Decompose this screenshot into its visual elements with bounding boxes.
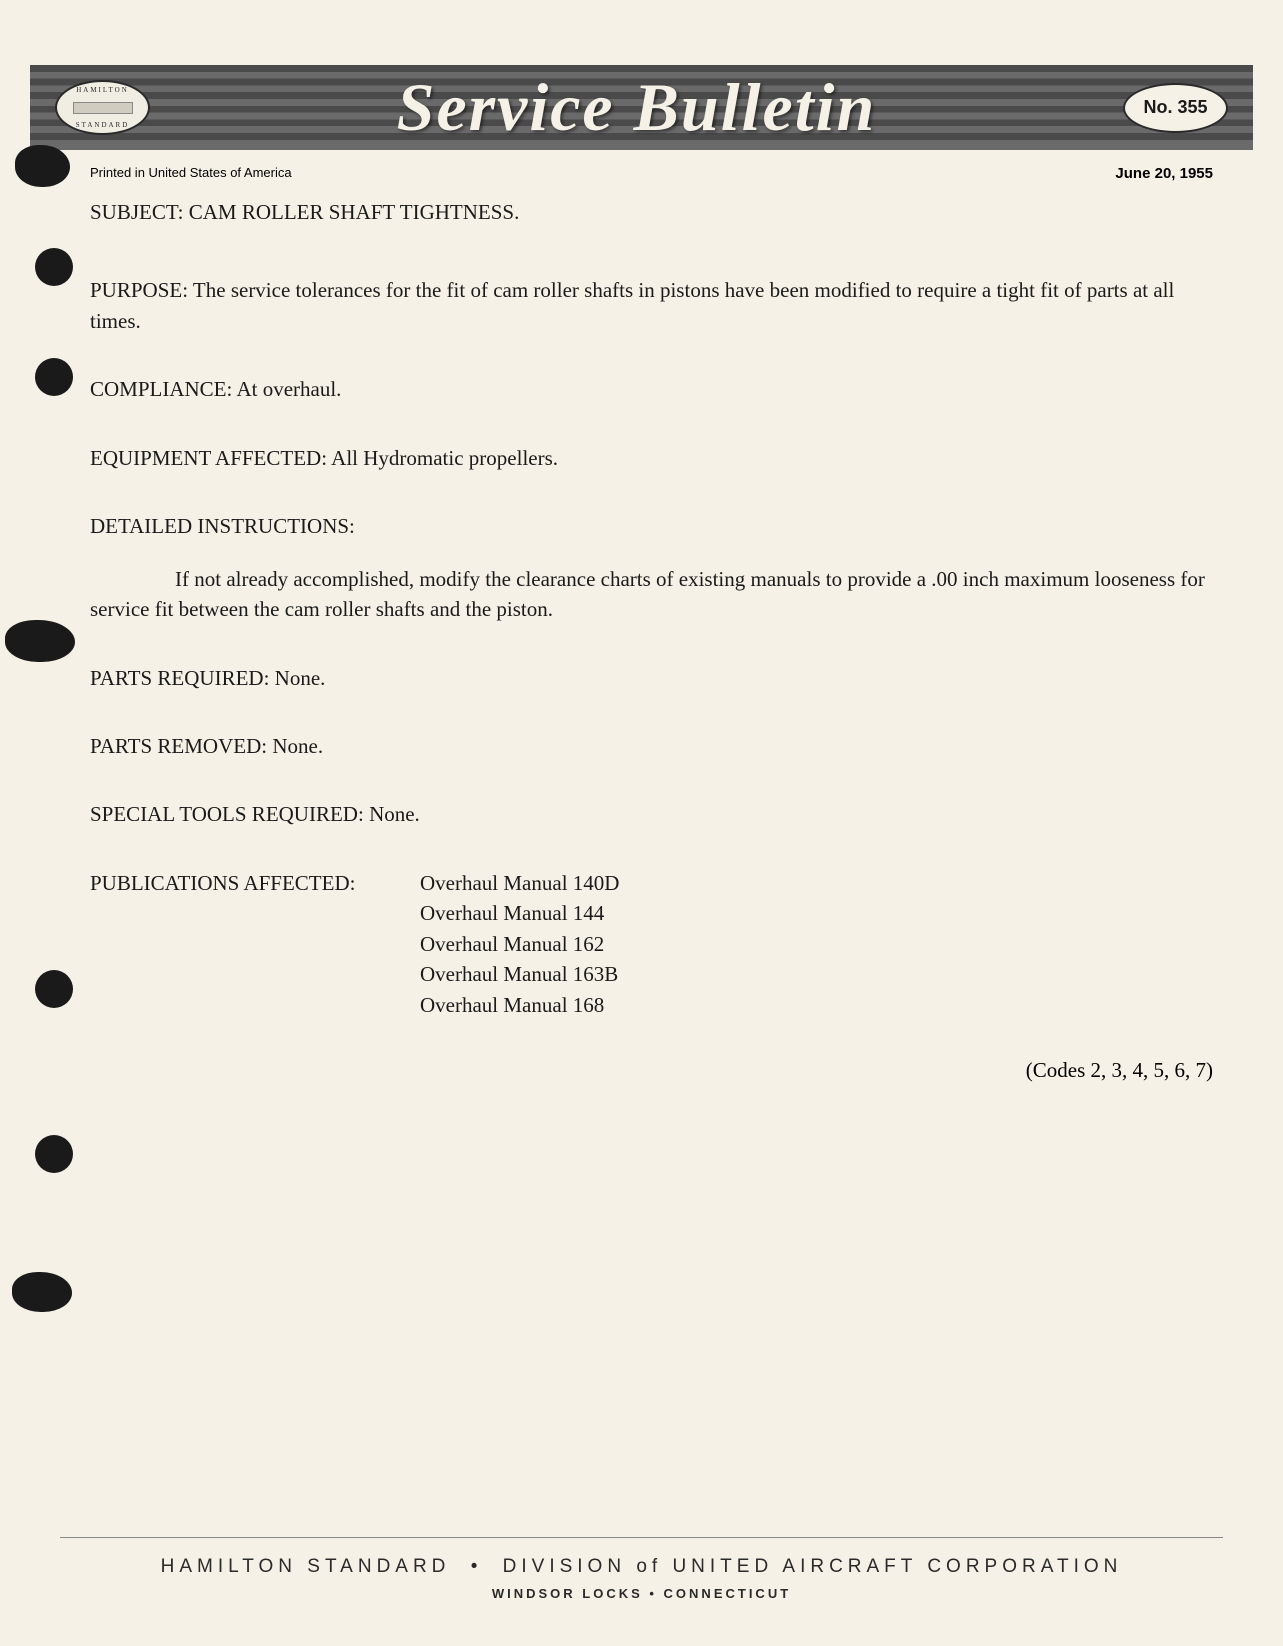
punch-hole	[35, 970, 73, 1008]
footer-location: WINDSOR LOCKS • CONNECTICUT	[0, 1586, 1283, 1601]
instructions-text: If not already accomplished, modify the …	[90, 564, 1213, 625]
hamilton-standard-logo: HAMILTON STANDARD	[55, 80, 150, 135]
parts-removed-label: PARTS REMOVED:	[90, 734, 267, 758]
header-band: HAMILTON STANDARD Service Bulletin No. 3…	[30, 65, 1253, 150]
purpose-text: The service tolerances for the fit of ca…	[90, 278, 1174, 332]
punch-hole	[5, 620, 75, 662]
logo-top-text: HAMILTON	[76, 86, 129, 94]
equipment-section: EQUIPMENT AFFECTED: All Hydromatic prope…	[90, 443, 1213, 473]
punch-hole	[15, 145, 70, 187]
codes-text: (Codes 2, 3, 4, 5, 6, 7)	[90, 1058, 1213, 1083]
instructions-label: DETAILED INSTRUCTIONS:	[90, 511, 1213, 541]
footer-company: HAMILTON STANDARD • DIVISION of UNITED A…	[0, 1556, 1283, 1578]
punch-hole	[35, 248, 73, 286]
printed-text: Printed in United States of America	[90, 165, 292, 182]
document-page: HAMILTON STANDARD Service Bulletin No. 3…	[0, 0, 1283, 1646]
punch-hole	[35, 358, 73, 396]
footer-divider	[60, 1537, 1223, 1538]
footer-dot-icon: •	[471, 1556, 483, 1577]
compliance-label: COMPLIANCE:	[90, 377, 232, 401]
publication-item: Overhaul Manual 168	[420, 990, 619, 1020]
parts-required-section: PARTS REQUIRED: None.	[90, 663, 1213, 693]
publication-item: Overhaul Manual 162	[420, 929, 619, 959]
footer-division: DIVISION of UNITED AIRCRAFT CORPORATION	[503, 1556, 1123, 1577]
parts-required-text: None.	[275, 666, 326, 690]
footer: HAMILTON STANDARD • DIVISION of UNITED A…	[0, 1537, 1283, 1601]
logo-middle-graphic	[73, 102, 133, 114]
date-text: June 20, 1955	[1115, 165, 1213, 182]
punch-hole	[35, 1135, 73, 1173]
logo-bottom-text: STANDARD	[76, 121, 130, 129]
publications-list: Overhaul Manual 140D Overhaul Manual 144…	[420, 868, 619, 1020]
equipment-label: EQUIPMENT AFFECTED:	[90, 446, 327, 470]
bulletin-number-badge: No. 355	[1123, 83, 1228, 133]
purpose-label: PURPOSE:	[90, 278, 188, 302]
bulletin-title: Service Bulletin	[150, 68, 1123, 147]
document-content: Printed in United States of America June…	[90, 165, 1213, 1083]
compliance-section: COMPLIANCE: At overhaul.	[90, 374, 1213, 404]
special-tools-text: None.	[369, 802, 420, 826]
instructions-section: DETAILED INSTRUCTIONS: If not already ac…	[90, 511, 1213, 624]
parts-removed-text: None.	[272, 734, 323, 758]
meta-row: Printed in United States of America June…	[90, 165, 1213, 182]
special-tools-label: SPECIAL TOOLS REQUIRED:	[90, 802, 364, 826]
subject-label: SUBJECT:	[90, 200, 183, 224]
publications-label: PUBLICATIONS AFFECTED:	[90, 868, 390, 1020]
publication-item: Overhaul Manual 163B	[420, 959, 619, 989]
compliance-text: At overhaul.	[236, 377, 341, 401]
parts-required-label: PARTS REQUIRED:	[90, 666, 269, 690]
special-tools-section: SPECIAL TOOLS REQUIRED: None.	[90, 799, 1213, 829]
subject-section: SUBJECT: CAM ROLLER SHAFT TIGHTNESS.	[90, 197, 1213, 227]
punch-hole	[12, 1272, 72, 1312]
publication-item: Overhaul Manual 144	[420, 898, 619, 928]
purpose-section: PURPOSE: The service tolerances for the …	[90, 275, 1213, 336]
publications-section: PUBLICATIONS AFFECTED: Overhaul Manual 1…	[90, 868, 1213, 1020]
parts-removed-section: PARTS REMOVED: None.	[90, 731, 1213, 761]
subject-text: CAM ROLLER SHAFT TIGHTNESS.	[189, 200, 520, 224]
publication-item: Overhaul Manual 140D	[420, 868, 619, 898]
equipment-text: All Hydromatic propellers.	[331, 446, 558, 470]
footer-company-name: HAMILTON STANDARD	[161, 1556, 451, 1577]
